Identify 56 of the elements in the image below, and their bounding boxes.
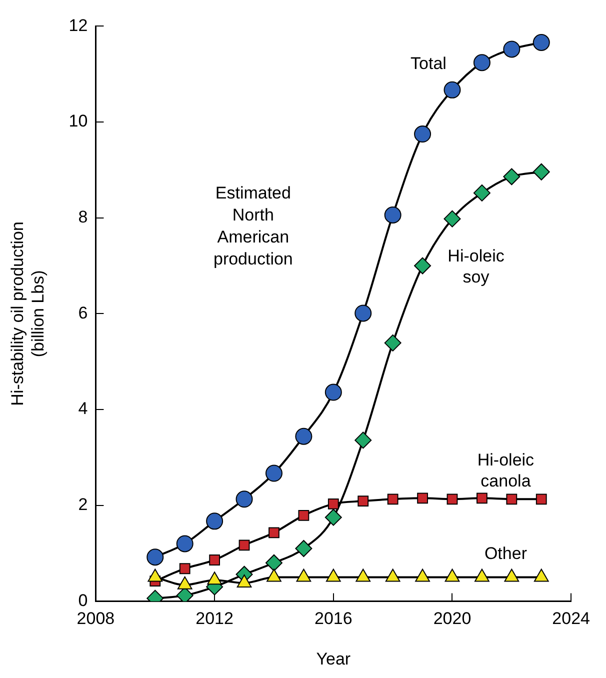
point bbox=[146, 548, 164, 566]
point bbox=[414, 257, 432, 274]
point bbox=[328, 498, 339, 510]
series-label: Other bbox=[484, 544, 528, 563]
point bbox=[532, 34, 550, 51]
point bbox=[268, 527, 280, 538]
point bbox=[384, 334, 402, 352]
x-tick-label: 2016 bbox=[314, 609, 352, 628]
point bbox=[414, 126, 432, 143]
point bbox=[532, 163, 550, 180]
point bbox=[206, 512, 224, 530]
y-tick-label: 10 bbox=[68, 112, 88, 131]
point bbox=[354, 432, 372, 449]
x-axis-title: Year bbox=[316, 649, 351, 668]
point bbox=[473, 54, 490, 72]
point bbox=[417, 492, 428, 504]
point bbox=[354, 304, 372, 322]
point bbox=[358, 496, 369, 507]
point bbox=[473, 184, 490, 202]
series-label: Hi-oleic soy bbox=[448, 246, 505, 286]
point bbox=[179, 563, 190, 574]
point bbox=[236, 490, 253, 508]
series-label: Hi-oleic canola bbox=[477, 450, 535, 491]
point bbox=[536, 494, 547, 505]
point bbox=[265, 464, 282, 482]
point bbox=[444, 210, 461, 228]
y-tick-label: 0 bbox=[78, 590, 88, 610]
point bbox=[387, 494, 398, 505]
x-tick-label: 2008 bbox=[76, 609, 115, 628]
point bbox=[506, 494, 518, 505]
x-tick-label: 2024 bbox=[552, 609, 590, 628]
y-tick-label: 6 bbox=[78, 303, 88, 322]
y-tick-label: 2 bbox=[78, 495, 88, 514]
point bbox=[176, 535, 194, 552]
y-tick-label: 12 bbox=[68, 16, 88, 35]
point bbox=[476, 492, 488, 504]
point bbox=[444, 81, 461, 98]
point bbox=[503, 40, 520, 58]
annotation: Estimated North American production bbox=[213, 184, 293, 269]
point bbox=[384, 206, 402, 224]
x-tick-label: 2012 bbox=[196, 609, 234, 628]
point bbox=[324, 384, 342, 401]
point bbox=[209, 554, 220, 566]
series-label: Total bbox=[410, 54, 446, 74]
y-axis-title: Hi-stability oil production (billion Lbs) bbox=[8, 222, 48, 406]
x-tick-label: 2020 bbox=[433, 609, 472, 628]
point bbox=[298, 510, 310, 521]
point bbox=[324, 508, 342, 526]
point bbox=[265, 554, 282, 572]
y-tick-label: 4 bbox=[78, 399, 88, 418]
point bbox=[238, 540, 250, 551]
y-tick-label: 8 bbox=[78, 208, 88, 227]
point bbox=[295, 540, 312, 557]
point bbox=[295, 428, 312, 445]
point bbox=[503, 168, 520, 186]
point bbox=[446, 494, 458, 505]
